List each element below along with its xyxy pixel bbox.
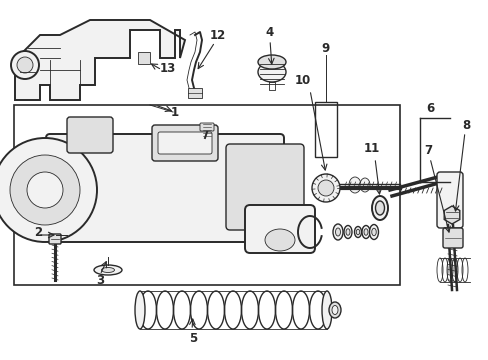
Bar bbox=[187, 88, 202, 98]
Circle shape bbox=[311, 174, 339, 202]
FancyBboxPatch shape bbox=[158, 132, 212, 154]
Circle shape bbox=[317, 180, 333, 196]
Ellipse shape bbox=[328, 302, 340, 318]
Text: 1: 1 bbox=[171, 105, 179, 118]
Ellipse shape bbox=[369, 225, 378, 239]
Ellipse shape bbox=[332, 224, 342, 240]
Ellipse shape bbox=[335, 228, 340, 236]
Ellipse shape bbox=[258, 62, 285, 82]
Bar bbox=[138, 52, 150, 64]
Bar bbox=[314, 102, 336, 157]
Text: 8: 8 bbox=[461, 118, 469, 131]
Ellipse shape bbox=[371, 228, 375, 236]
FancyBboxPatch shape bbox=[46, 134, 284, 242]
Text: 2: 2 bbox=[34, 225, 42, 239]
Text: 3: 3 bbox=[96, 274, 104, 287]
FancyBboxPatch shape bbox=[67, 117, 113, 153]
FancyBboxPatch shape bbox=[442, 228, 462, 248]
Ellipse shape bbox=[348, 177, 360, 193]
Ellipse shape bbox=[359, 178, 369, 192]
Ellipse shape bbox=[264, 229, 294, 251]
Ellipse shape bbox=[94, 265, 122, 275]
Circle shape bbox=[27, 172, 63, 208]
Text: 7: 7 bbox=[423, 144, 431, 157]
Ellipse shape bbox=[361, 225, 369, 239]
FancyBboxPatch shape bbox=[244, 205, 314, 253]
FancyBboxPatch shape bbox=[152, 125, 218, 161]
Ellipse shape bbox=[375, 201, 384, 215]
Text: 5: 5 bbox=[188, 332, 197, 345]
Circle shape bbox=[11, 51, 39, 79]
Ellipse shape bbox=[346, 229, 349, 235]
Text: 12: 12 bbox=[209, 28, 225, 41]
Polygon shape bbox=[443, 206, 459, 224]
Ellipse shape bbox=[331, 306, 337, 315]
Ellipse shape bbox=[343, 225, 351, 239]
Text: 10: 10 bbox=[294, 73, 310, 86]
Ellipse shape bbox=[356, 229, 359, 235]
Circle shape bbox=[17, 57, 33, 73]
FancyBboxPatch shape bbox=[49, 234, 61, 244]
Ellipse shape bbox=[371, 196, 387, 220]
Ellipse shape bbox=[321, 291, 331, 329]
Bar bbox=[14, 105, 399, 285]
FancyBboxPatch shape bbox=[200, 123, 214, 131]
Ellipse shape bbox=[102, 267, 114, 273]
Ellipse shape bbox=[258, 55, 285, 69]
Text: 11: 11 bbox=[363, 141, 379, 154]
Polygon shape bbox=[15, 20, 184, 100]
Text: 13: 13 bbox=[160, 62, 176, 75]
Circle shape bbox=[10, 155, 80, 225]
Ellipse shape bbox=[135, 291, 145, 329]
Text: 4: 4 bbox=[265, 26, 274, 39]
Text: 6: 6 bbox=[425, 102, 433, 114]
Circle shape bbox=[0, 138, 97, 242]
FancyBboxPatch shape bbox=[436, 172, 462, 228]
FancyBboxPatch shape bbox=[225, 144, 304, 230]
Ellipse shape bbox=[354, 226, 361, 238]
Ellipse shape bbox=[363, 229, 367, 235]
Text: 9: 9 bbox=[321, 41, 329, 54]
